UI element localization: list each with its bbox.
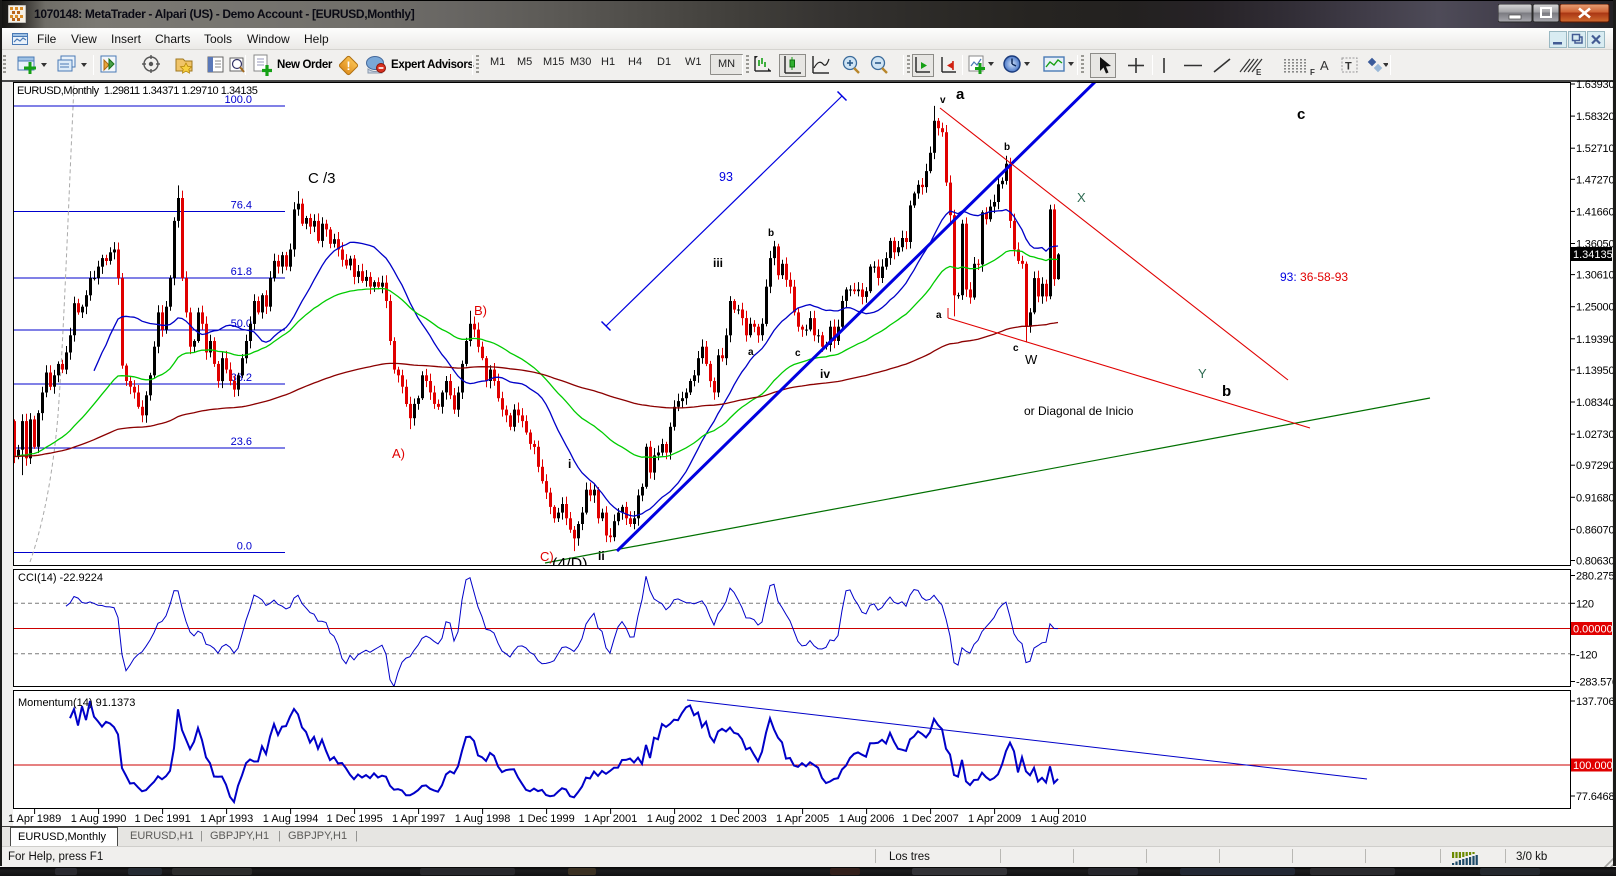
svg-text:1 Dec 2007: 1 Dec 2007 [902,813,958,825]
svg-text:b: b [1004,142,1010,153]
svg-text:1 Apr 1989: 1 Apr 1989 [8,813,61,825]
svg-text:a: a [936,310,942,321]
svg-text:c: c [795,348,801,359]
svg-text:1.30610: 1.30610 [1576,270,1614,282]
svg-text:77.6468: 77.6468 [1576,791,1614,803]
svg-text:0.0: 0.0 [237,541,252,553]
svg-text:76.4: 76.4 [231,200,252,212]
svg-text:1 Aug 2002: 1 Aug 2002 [647,813,703,825]
svg-text:100.0: 100.0 [224,94,252,106]
svg-text:1.58320: 1.58320 [1576,111,1614,123]
svg-text:1.08340: 1.08340 [1576,397,1614,409]
svg-text:0.00000: 0.00000 [1573,624,1613,636]
svg-text:0.86070: 0.86070 [1576,524,1614,536]
svg-text:B): B) [474,303,487,318]
svg-text:1.02730: 1.02730 [1576,429,1614,441]
svg-text:120: 120 [1576,598,1594,610]
svg-text:100.000: 100.000 [1573,760,1613,772]
svg-text:EURUSD,Monthly 1.29811 1.3437: EURUSD,Monthly 1.29811 1.34371 1.29710 1… [17,85,258,97]
svg-text:280.275: 280.275 [1576,571,1614,583]
svg-text:or Diagonal de Inicio: or Diagonal de Inicio [1024,404,1134,418]
svg-text:1.52710: 1.52710 [1576,143,1614,155]
svg-text:1.13950: 1.13950 [1576,365,1614,377]
svg-text:b: b [1222,383,1231,400]
svg-text:0.91680: 0.91680 [1576,492,1614,504]
svg-text:1.19390: 1.19390 [1576,334,1614,346]
svg-text:W: W [1025,352,1038,367]
svg-text:1.47270: 1.47270 [1576,174,1614,186]
svg-text:1 Aug 2010: 1 Aug 2010 [1031,813,1087,825]
svg-text:1 Apr 1997: 1 Apr 1997 [392,813,445,825]
svg-text:1 Dec 1991: 1 Dec 1991 [134,813,190,825]
svg-text:T: T [1345,61,1352,73]
svg-text:1 Dec 1999: 1 Dec 1999 [518,813,574,825]
svg-text:A: A [1320,58,1329,73]
svg-text:c: c [1013,343,1019,354]
svg-text:61.8: 61.8 [231,266,252,278]
svg-text:50.0: 50.0 [231,318,252,330]
svg-text:iv: iv [820,367,830,381]
svg-text:1.41660: 1.41660 [1576,206,1614,218]
svg-text:1.63930: 1.63930 [1576,79,1614,91]
svg-text:i: i [568,457,571,471]
svg-text:CCI(14) -22.9224: CCI(14) -22.9224 [18,572,103,584]
svg-text:93: 36-58-93: 93: 36-58-93 [1280,270,1348,284]
svg-text:1 Aug 1998: 1 Aug 1998 [455,813,511,825]
svg-text:-283.576: -283.576 [1576,677,1616,689]
svg-text:0.97290: 0.97290 [1576,460,1614,472]
svg-text:23.6: 23.6 [231,436,252,448]
svg-text:C /3: C /3 [308,170,336,187]
svg-text:1 Apr 2001: 1 Apr 2001 [584,813,637,825]
svg-text:ii: ii [598,549,605,563]
svg-text:-120: -120 [1576,650,1597,662]
svg-text:0.80630: 0.80630 [1576,556,1614,568]
svg-text:C): C) [540,549,554,564]
svg-text:a: a [748,347,754,358]
svg-text:(4/D): (4/D) [552,556,588,573]
svg-text:a: a [956,86,965,103]
svg-text:v: v [940,95,946,106]
svg-text:1 Apr 2009: 1 Apr 2009 [968,813,1021,825]
svg-text:137.7065: 137.7065 [1576,696,1616,708]
svg-text:F: F [1310,68,1315,77]
svg-text:A): A) [392,446,405,461]
svg-text:1 Apr 1993: 1 Apr 1993 [200,813,253,825]
svg-text:1 Aug 1994: 1 Aug 1994 [263,813,319,825]
svg-text:E: E [1256,68,1262,77]
svg-text:iii: iii [713,256,723,270]
svg-text:1 Aug 2006: 1 Aug 2006 [839,813,895,825]
svg-text:1 Apr 2005: 1 Apr 2005 [776,813,829,825]
svg-text:1 Aug 1990: 1 Aug 1990 [71,813,127,825]
svg-text:Momentum(14) 91.1373: Momentum(14) 91.1373 [18,697,135,709]
svg-text:X: X [1077,190,1086,205]
svg-text:93: 93 [719,170,733,184]
svg-text:Y: Y [1198,366,1207,381]
svg-text:b: b [768,228,774,239]
svg-text:1 Dec 1995: 1 Dec 1995 [326,813,382,825]
svg-text:1.34135: 1.34135 [1573,249,1613,261]
svg-text:c: c [1297,106,1305,123]
svg-text:1.25000: 1.25000 [1576,302,1614,314]
svg-text:1 Dec 2003: 1 Dec 2003 [710,813,766,825]
svg-text:!: ! [347,59,351,73]
